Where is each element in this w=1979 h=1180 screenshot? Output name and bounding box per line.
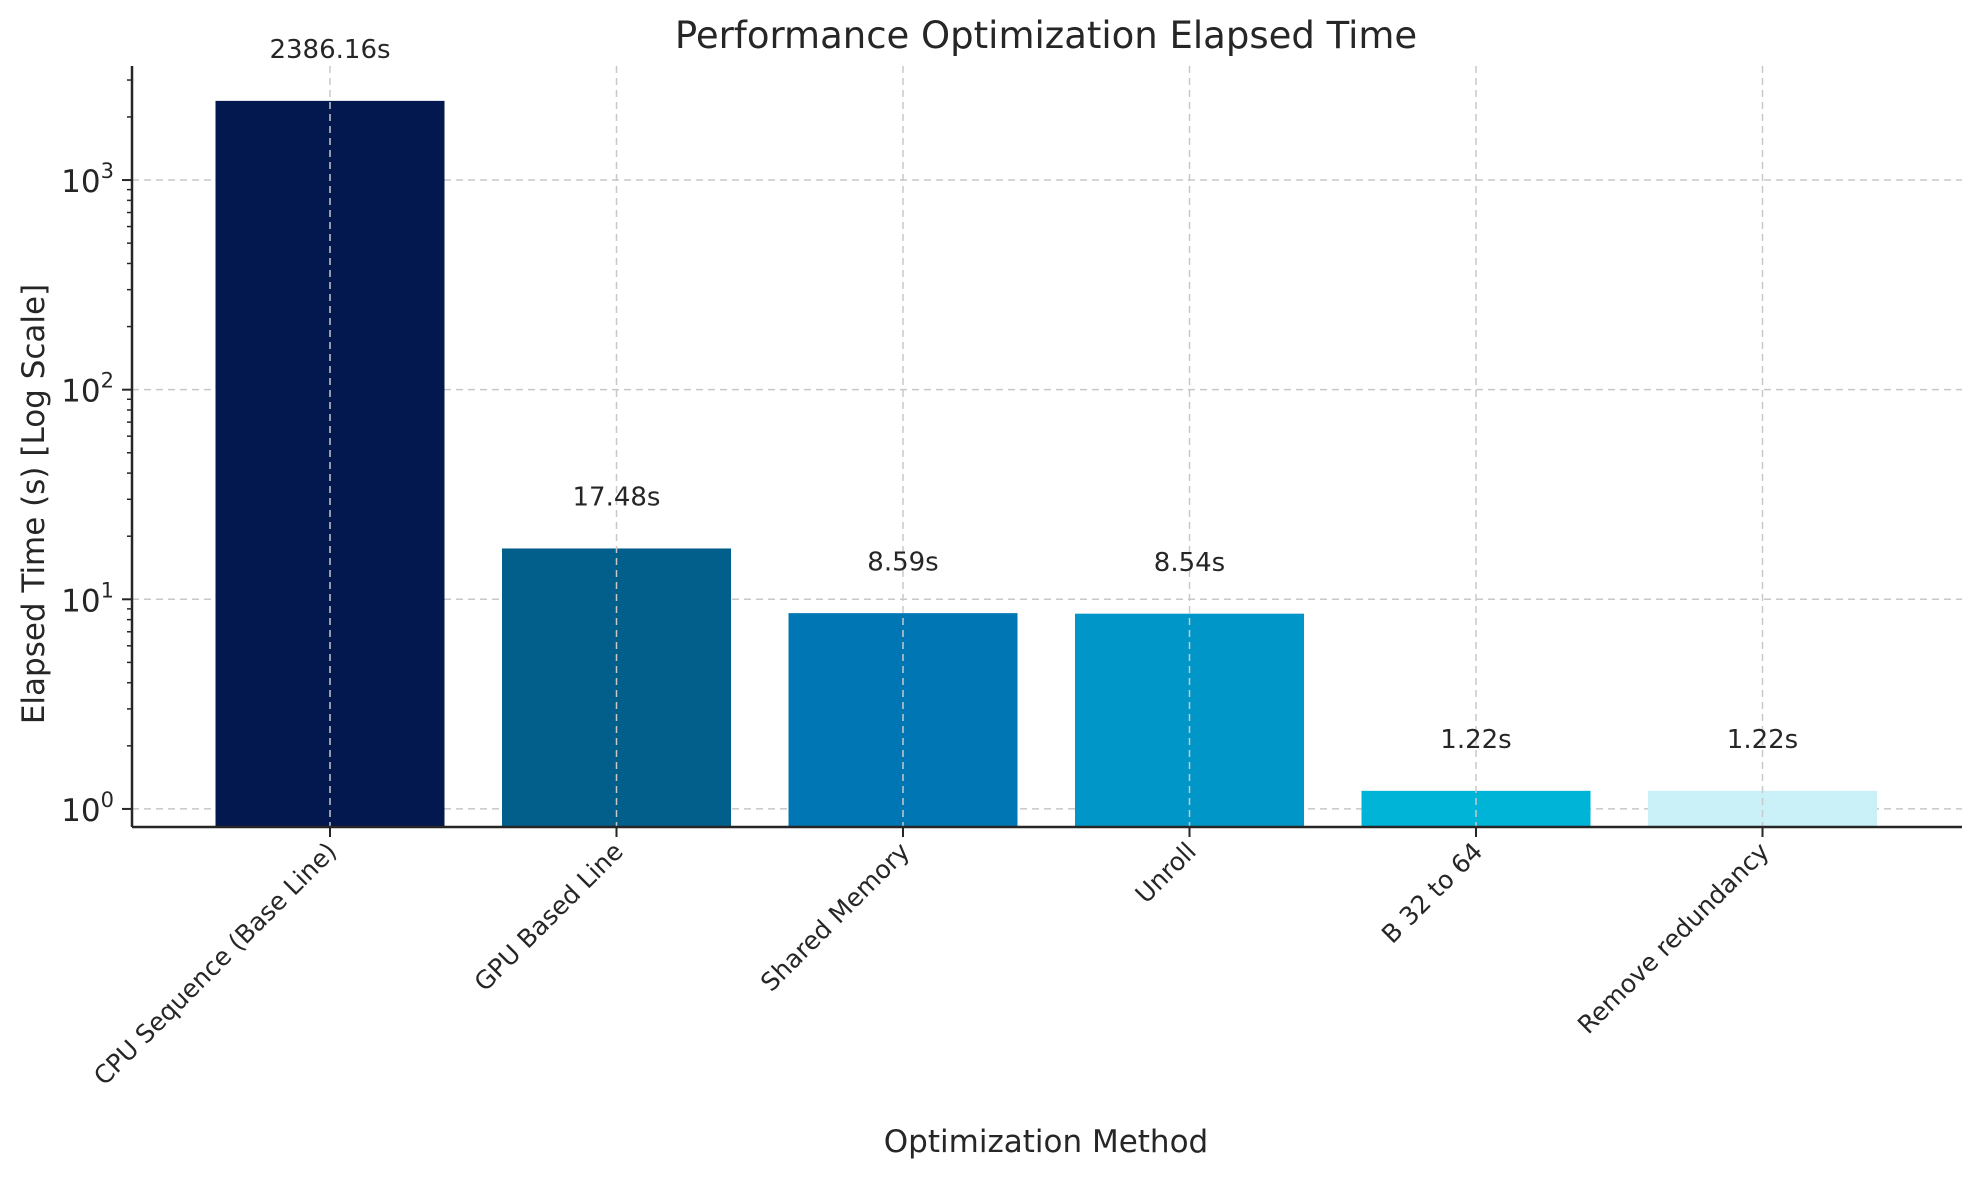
y-tick-base: 10 [61, 374, 100, 410]
x-tick-label: B 32 to 64 [1376, 837, 1488, 949]
vertical-grid-lines [329, 66, 1764, 827]
y-tick-base: 10 [61, 164, 100, 200]
x-tick-label: Unroll [1130, 837, 1202, 909]
x-tick-label: CPU Sequence (Base Line) [88, 837, 342, 1091]
data-label: 2386.16s [269, 35, 390, 65]
y-axis-label: Elapsed Time (s) [Log Scale] [16, 284, 52, 724]
data-labels: 2386.16s 17.48s 8.59s 8.54s 1.22s 1.22s [269, 35, 1798, 755]
data-label: 8.54s [1154, 548, 1225, 578]
x-tick-label: Shared Memory [755, 837, 915, 997]
x-tick-label: Remove redundancy [1572, 837, 1775, 1040]
y-tick-exponent: 3 [101, 159, 114, 183]
y-tick-base: 10 [61, 583, 100, 619]
chart-title: Performance Optimization Elapsed Time [675, 14, 1417, 57]
x-tick-labels: CPU Sequence (Base Line) GPU Based Line Sh… [88, 837, 1775, 1091]
y-tick-label: 100 [61, 788, 114, 829]
y-tick-label: 102 [61, 369, 114, 410]
y-tick-exponent: 0 [101, 788, 114, 812]
bar-5 [1361, 790, 1591, 827]
data-label: 17.48s [573, 483, 661, 513]
data-label: 8.59s [867, 547, 938, 577]
y-tick-base: 10 [61, 793, 100, 829]
data-label: 1.22s [1727, 725, 1798, 755]
y-tick-label: 103 [61, 159, 114, 200]
bar-6 [1648, 790, 1877, 827]
x-tick-label: GPU Based Line [469, 837, 629, 997]
data-label: 1.22s [1440, 725, 1511, 755]
bars [215, 100, 1877, 827]
y-tick-exponent: 1 [101, 578, 114, 602]
x-axis-label: Optimization Method [884, 1124, 1208, 1160]
y-tick-label: 101 [61, 578, 114, 619]
y-tick-exponent: 2 [101, 369, 114, 393]
bar-2 [502, 548, 731, 827]
axes [122, 66, 1962, 837]
